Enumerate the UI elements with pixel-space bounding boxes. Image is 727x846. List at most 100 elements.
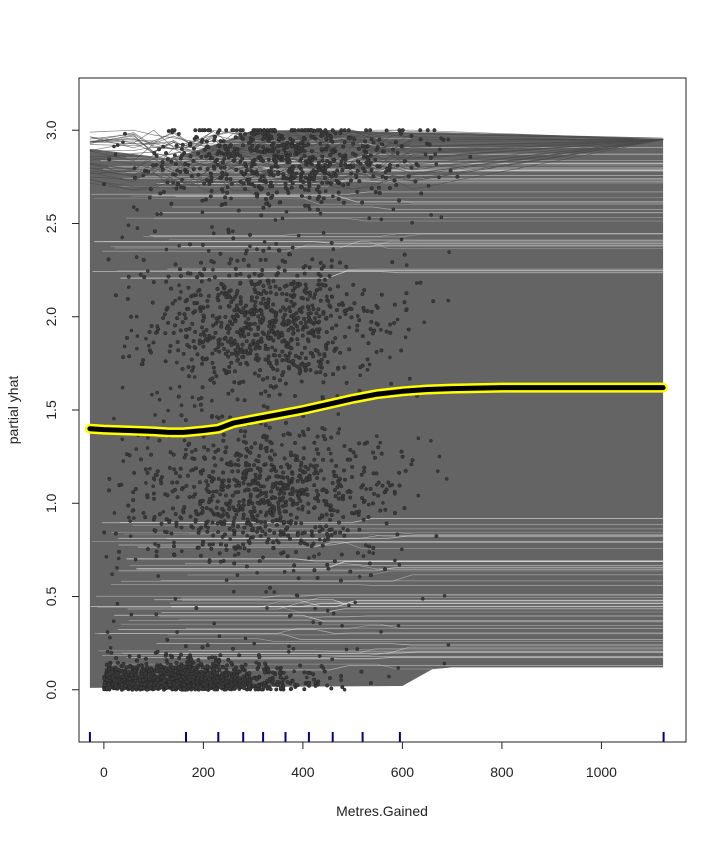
scatter-point	[236, 469, 240, 473]
scatter-point	[193, 309, 197, 313]
scatter-point	[393, 492, 396, 495]
scatter-point	[324, 163, 327, 166]
scatter-point	[201, 646, 205, 650]
scatter-point	[211, 361, 215, 365]
scatter-point	[160, 165, 164, 169]
scatter-point	[362, 555, 365, 558]
scatter-point	[273, 128, 277, 132]
scatter-point	[160, 522, 164, 526]
scatter-point	[239, 381, 242, 384]
scatter-point	[291, 168, 295, 172]
scatter-point	[392, 208, 395, 211]
scatter-point	[236, 259, 240, 263]
scatter-point	[380, 218, 383, 221]
scatter-point	[324, 489, 328, 493]
scatter-point	[154, 331, 157, 334]
scatter-point	[317, 308, 321, 312]
scatter-point	[187, 365, 191, 369]
scatter-point	[298, 283, 302, 287]
scatter-point	[230, 182, 233, 185]
scatter-point	[189, 515, 193, 519]
scatter-point	[334, 474, 338, 478]
scatter-point	[243, 526, 247, 530]
scatter-point	[182, 687, 186, 691]
scatter-point	[199, 305, 202, 308]
scatter-point	[106, 631, 109, 634]
scatter-point	[148, 467, 151, 470]
scatter-point	[262, 404, 266, 408]
scatter-point	[368, 164, 371, 167]
scatter-point	[330, 175, 334, 179]
scatter-point	[224, 202, 228, 206]
scatter-point	[283, 457, 287, 461]
scatter-point	[120, 483, 124, 487]
scatter-point	[311, 258, 315, 262]
scatter-point	[329, 452, 332, 455]
scatter-point	[278, 378, 282, 382]
scatter-point	[200, 155, 204, 159]
scatter-point	[307, 204, 311, 208]
scatter-point	[268, 586, 272, 590]
scatter-point	[299, 356, 302, 359]
scatter-point	[334, 494, 338, 498]
scatter-point	[324, 500, 328, 504]
scatter-point	[162, 510, 165, 513]
scatter-point	[365, 488, 368, 491]
scatter-point	[302, 317, 306, 321]
scatter-point	[114, 656, 118, 660]
scatter-point	[258, 559, 262, 563]
scatter-point	[214, 656, 218, 660]
scatter-point	[169, 387, 172, 390]
scatter-point	[216, 500, 220, 504]
scatter-point	[305, 287, 309, 291]
ice-band-area	[90, 130, 663, 688]
scatter-point	[362, 309, 365, 312]
scatter-point	[207, 294, 211, 298]
scatter-point	[357, 442, 361, 446]
scatter-point	[201, 468, 205, 472]
scatter-point	[410, 134, 414, 138]
scatter-point	[284, 186, 288, 190]
scatter-point	[399, 132, 403, 136]
scatter-point	[345, 381, 349, 385]
scatter-point	[166, 494, 170, 498]
scatter-point	[276, 368, 280, 372]
scatter-point	[456, 175, 460, 179]
scatter-point	[423, 321, 426, 324]
scatter-point	[207, 249, 210, 252]
scatter-point	[198, 128, 202, 132]
scatter-point	[246, 363, 249, 366]
scatter-point	[216, 522, 220, 526]
scatter-point	[301, 306, 305, 310]
scatter-point	[153, 687, 157, 691]
scatter-point	[228, 687, 232, 691]
scatter-point	[161, 160, 165, 164]
scatter-point	[259, 510, 263, 514]
scatter-point	[182, 352, 186, 356]
scatter-point	[172, 541, 175, 544]
scatter-point	[249, 451, 253, 455]
scatter-point	[257, 460, 261, 464]
scatter-point	[247, 264, 251, 268]
scatter-point	[276, 144, 280, 148]
scatter-point	[230, 352, 234, 356]
scatter-point	[262, 378, 265, 381]
scatter-point	[330, 687, 334, 691]
scatter-point	[136, 208, 139, 211]
scatter-point	[303, 204, 307, 208]
scatter-point	[369, 327, 373, 331]
scatter-point	[176, 631, 179, 634]
scatter-point	[192, 666, 196, 670]
scatter-point	[379, 630, 382, 633]
scatter-point	[205, 480, 209, 484]
scatter-point	[178, 297, 182, 301]
scatter-point	[332, 248, 335, 251]
scatter-point	[145, 666, 149, 670]
scatter-point	[318, 315, 322, 319]
scatter-point	[313, 316, 317, 320]
scatter-point	[207, 500, 211, 504]
scatter-point	[179, 467, 183, 471]
scatter-point	[256, 282, 259, 285]
